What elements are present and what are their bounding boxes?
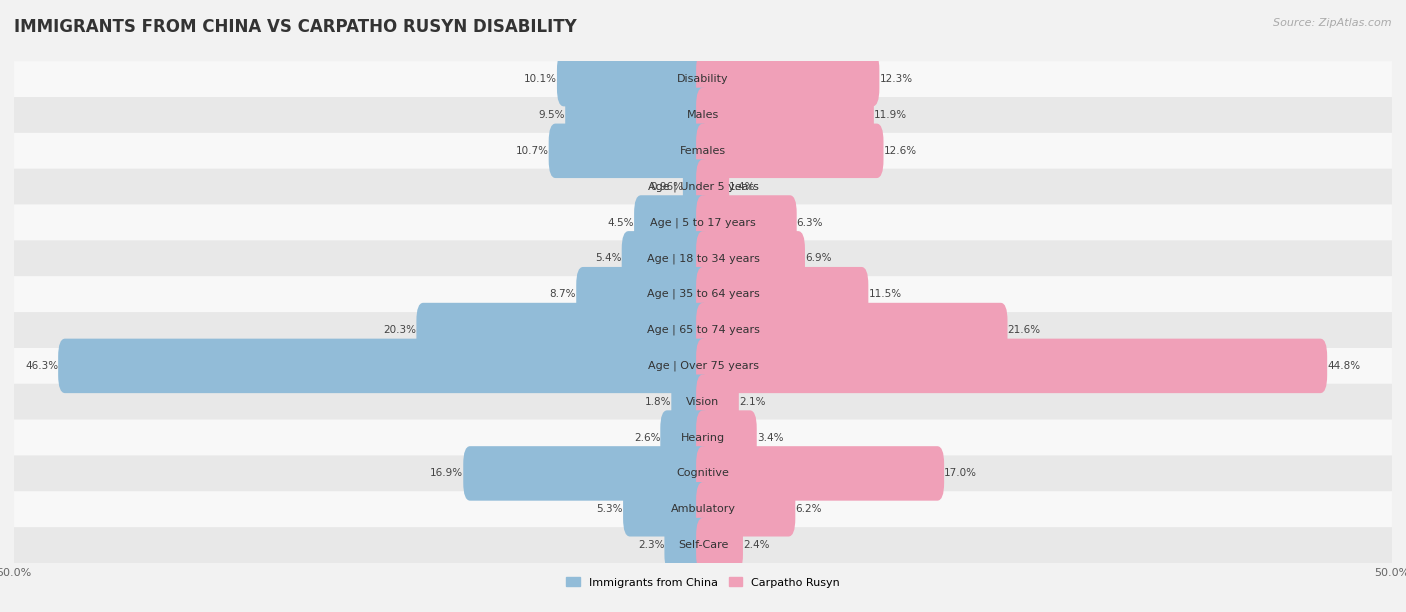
FancyBboxPatch shape	[14, 312, 1392, 348]
FancyBboxPatch shape	[696, 195, 797, 250]
Text: 6.2%: 6.2%	[796, 504, 823, 514]
Text: Hearing: Hearing	[681, 433, 725, 442]
FancyBboxPatch shape	[14, 133, 1392, 169]
FancyBboxPatch shape	[623, 482, 710, 537]
Text: 46.3%: 46.3%	[25, 361, 58, 371]
Text: 2.6%: 2.6%	[634, 433, 661, 442]
FancyBboxPatch shape	[683, 159, 710, 214]
FancyBboxPatch shape	[696, 231, 806, 286]
FancyBboxPatch shape	[696, 52, 879, 106]
Text: 12.6%: 12.6%	[883, 146, 917, 156]
Text: 0.96%: 0.96%	[650, 182, 683, 192]
FancyBboxPatch shape	[671, 375, 710, 429]
FancyBboxPatch shape	[14, 61, 1392, 97]
FancyBboxPatch shape	[576, 267, 710, 321]
Legend: Immigrants from China, Carpatho Rusyn: Immigrants from China, Carpatho Rusyn	[567, 577, 839, 588]
FancyBboxPatch shape	[661, 410, 710, 465]
Text: 8.7%: 8.7%	[550, 289, 576, 299]
FancyBboxPatch shape	[14, 276, 1392, 312]
FancyBboxPatch shape	[14, 527, 1392, 563]
Text: Age | 18 to 34 years: Age | 18 to 34 years	[647, 253, 759, 264]
Text: 17.0%: 17.0%	[945, 468, 977, 479]
Text: Self-Care: Self-Care	[678, 540, 728, 550]
Text: Source: ZipAtlas.com: Source: ZipAtlas.com	[1274, 18, 1392, 28]
Text: Age | 65 to 74 years: Age | 65 to 74 years	[647, 325, 759, 335]
FancyBboxPatch shape	[14, 491, 1392, 527]
Text: 2.4%: 2.4%	[742, 540, 769, 550]
FancyBboxPatch shape	[696, 518, 742, 572]
Text: 6.3%: 6.3%	[797, 217, 823, 228]
FancyBboxPatch shape	[548, 124, 710, 178]
Text: Females: Females	[681, 146, 725, 156]
FancyBboxPatch shape	[14, 241, 1392, 276]
Text: 5.3%: 5.3%	[596, 504, 623, 514]
Text: 44.8%: 44.8%	[1327, 361, 1360, 371]
Text: 5.4%: 5.4%	[595, 253, 621, 263]
FancyBboxPatch shape	[565, 88, 710, 142]
Text: 1.8%: 1.8%	[645, 397, 671, 407]
FancyBboxPatch shape	[696, 410, 756, 465]
Text: 2.1%: 2.1%	[738, 397, 765, 407]
FancyBboxPatch shape	[696, 88, 875, 142]
Text: Age | 35 to 64 years: Age | 35 to 64 years	[647, 289, 759, 299]
FancyBboxPatch shape	[696, 124, 883, 178]
FancyBboxPatch shape	[621, 231, 710, 286]
FancyBboxPatch shape	[14, 420, 1392, 455]
FancyBboxPatch shape	[696, 446, 945, 501]
FancyBboxPatch shape	[416, 303, 710, 357]
Text: Ambulatory: Ambulatory	[671, 504, 735, 514]
Text: 11.5%: 11.5%	[869, 289, 901, 299]
FancyBboxPatch shape	[665, 518, 710, 572]
FancyBboxPatch shape	[634, 195, 710, 250]
Text: Age | Under 5 years: Age | Under 5 years	[648, 181, 758, 192]
Text: Age | Over 75 years: Age | Over 75 years	[648, 360, 758, 371]
FancyBboxPatch shape	[696, 303, 1008, 357]
Text: 9.5%: 9.5%	[538, 110, 565, 120]
Text: Disability: Disability	[678, 74, 728, 84]
Text: Males: Males	[688, 110, 718, 120]
Text: 2.3%: 2.3%	[638, 540, 665, 550]
FancyBboxPatch shape	[463, 446, 710, 501]
Text: 1.4%: 1.4%	[730, 182, 755, 192]
FancyBboxPatch shape	[14, 204, 1392, 241]
FancyBboxPatch shape	[696, 338, 1327, 393]
FancyBboxPatch shape	[14, 169, 1392, 204]
Text: 10.1%: 10.1%	[524, 74, 557, 84]
Text: 16.9%: 16.9%	[430, 468, 463, 479]
FancyBboxPatch shape	[14, 455, 1392, 491]
Text: 4.5%: 4.5%	[607, 217, 634, 228]
FancyBboxPatch shape	[696, 375, 738, 429]
Text: Age | 5 to 17 years: Age | 5 to 17 years	[650, 217, 756, 228]
Text: 3.4%: 3.4%	[756, 433, 783, 442]
Text: 12.3%: 12.3%	[879, 74, 912, 84]
Text: 10.7%: 10.7%	[516, 146, 548, 156]
Text: Vision: Vision	[686, 397, 720, 407]
Text: 6.9%: 6.9%	[806, 253, 831, 263]
FancyBboxPatch shape	[58, 338, 710, 393]
FancyBboxPatch shape	[14, 384, 1392, 420]
Text: 11.9%: 11.9%	[875, 110, 907, 120]
Text: Cognitive: Cognitive	[676, 468, 730, 479]
FancyBboxPatch shape	[696, 482, 796, 537]
FancyBboxPatch shape	[14, 348, 1392, 384]
Text: 21.6%: 21.6%	[1008, 325, 1040, 335]
Text: 20.3%: 20.3%	[384, 325, 416, 335]
Text: IMMIGRANTS FROM CHINA VS CARPATHO RUSYN DISABILITY: IMMIGRANTS FROM CHINA VS CARPATHO RUSYN …	[14, 18, 576, 36]
FancyBboxPatch shape	[557, 52, 710, 106]
FancyBboxPatch shape	[696, 159, 730, 214]
FancyBboxPatch shape	[696, 267, 869, 321]
FancyBboxPatch shape	[14, 97, 1392, 133]
